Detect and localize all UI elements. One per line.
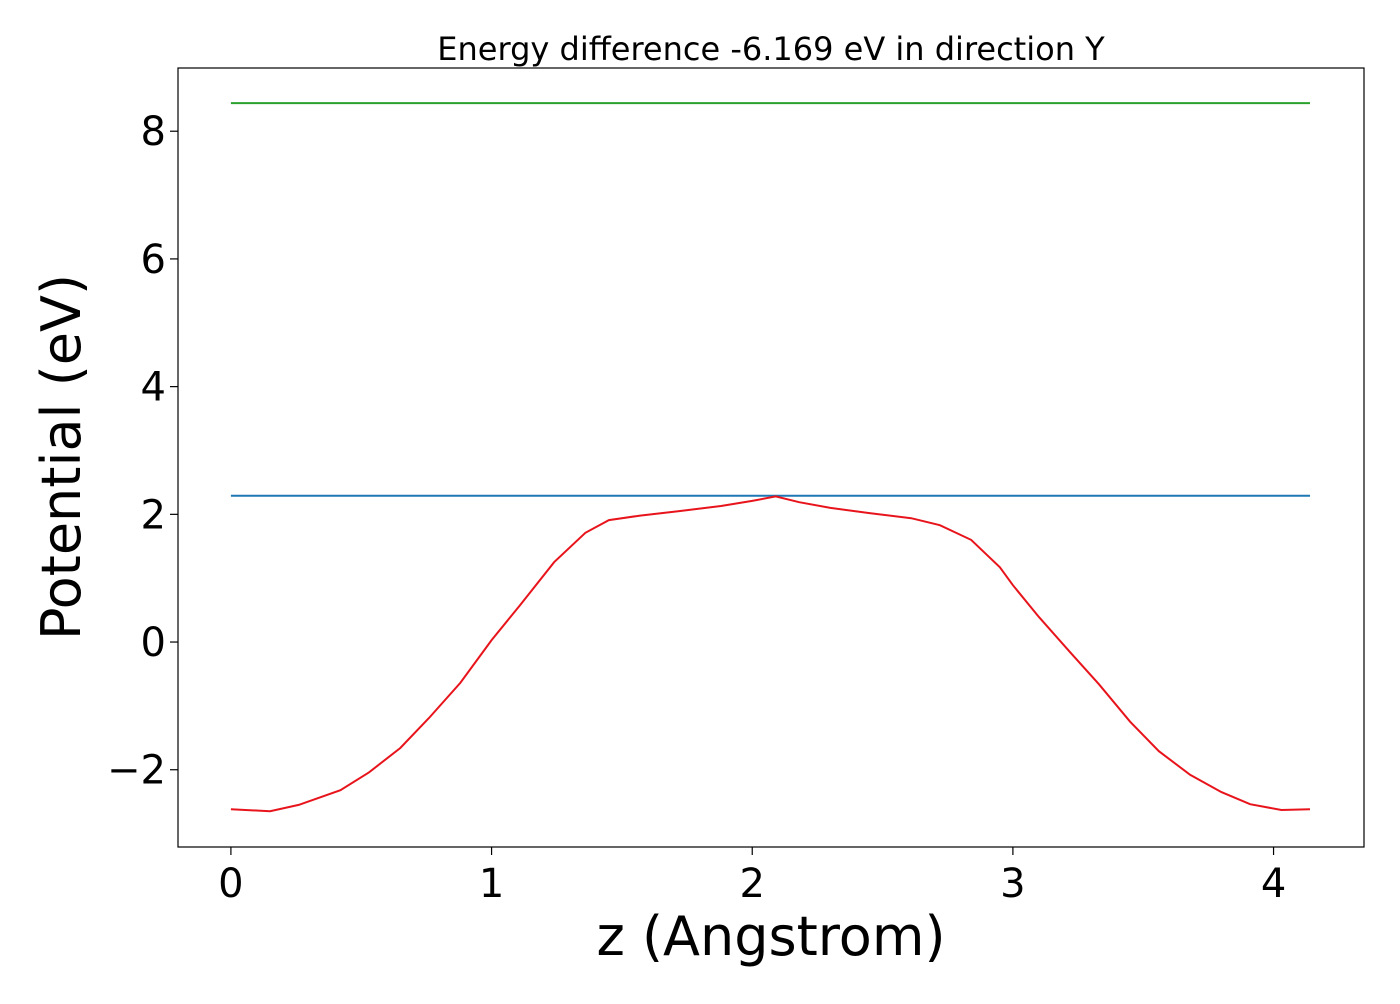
- y-axis-label: Potential (eV): [30, 274, 93, 640]
- x-axis: 0 1 2 3 4: [218, 847, 1286, 907]
- y-axis: −2 0 2 4 6 8: [107, 109, 178, 794]
- series-group: [230, 102, 1311, 813]
- chart-title: Energy difference -6.169 eV in direction…: [437, 30, 1105, 68]
- y-tick-label: 4: [141, 365, 166, 411]
- y-tick-label: 8: [141, 109, 166, 155]
- x-tick-label: 4: [1261, 861, 1286, 907]
- x-tick-label: 1: [479, 861, 504, 907]
- x-tick-label: 3: [1000, 861, 1025, 907]
- y-tick-label: 0: [141, 620, 166, 666]
- y-tick-label: −2: [107, 748, 166, 794]
- x-axis-label: z (Angstrom): [596, 905, 945, 968]
- y-tick-label: 6: [141, 237, 166, 283]
- plot-frame: [177, 67, 1365, 848]
- series-line-planar-average-potential: [230, 495, 1311, 813]
- y-tick-label: 2: [141, 492, 166, 538]
- x-tick-label: 2: [740, 861, 765, 907]
- x-tick-label: 0: [218, 861, 243, 907]
